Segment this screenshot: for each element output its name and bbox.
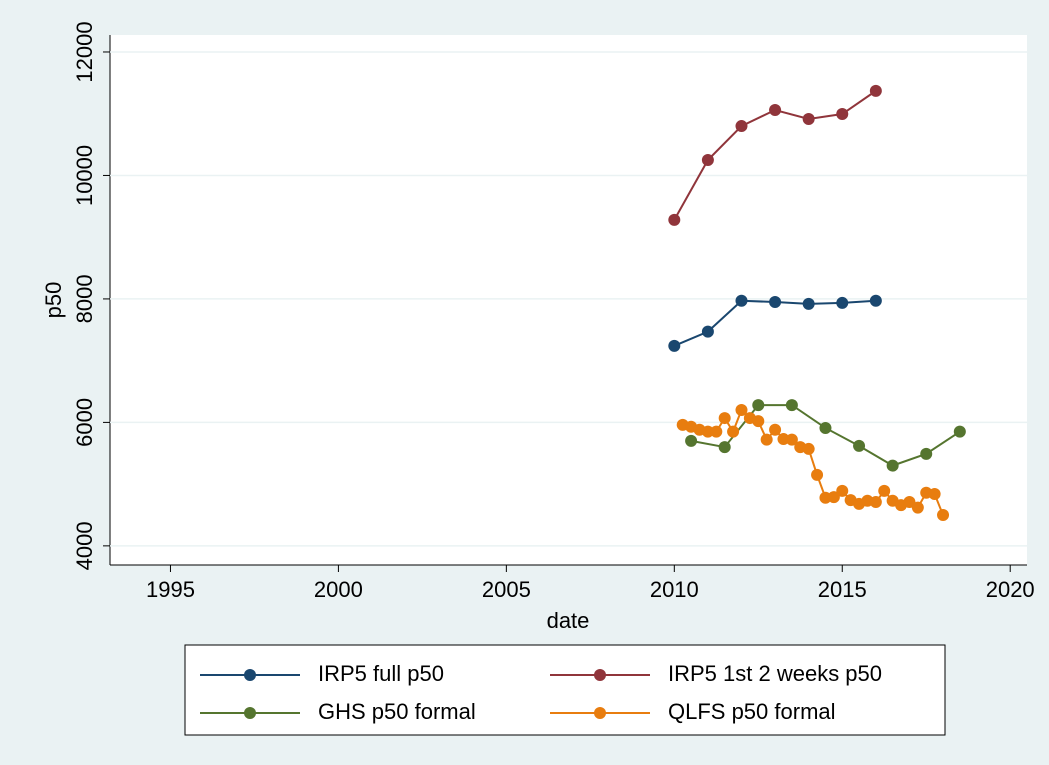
- plot-area: [110, 35, 1027, 565]
- marker: [836, 108, 849, 121]
- marker: [869, 294, 882, 307]
- y-axis-label: p50: [41, 282, 66, 319]
- marker: [668, 339, 681, 352]
- legend-box: [184, 644, 946, 736]
- marker: [701, 154, 714, 167]
- marker: [735, 404, 748, 417]
- x-tick-label: 2005: [482, 577, 531, 602]
- x-tick-label: 2020: [986, 577, 1035, 602]
- legend-marker: [594, 669, 606, 681]
- x-tick-label: 2015: [818, 577, 867, 602]
- marker: [953, 425, 966, 438]
- marker: [869, 496, 882, 509]
- marker: [878, 484, 891, 497]
- marker: [735, 120, 748, 133]
- marker: [853, 439, 866, 452]
- marker: [769, 104, 782, 117]
- marker: [785, 399, 798, 412]
- y-tick-label: 4000: [72, 521, 97, 570]
- marker: [911, 501, 924, 514]
- marker: [827, 491, 840, 504]
- legend-label: IRP5 1st 2 weeks p50: [668, 661, 882, 686]
- marker: [760, 433, 773, 446]
- marker: [802, 442, 815, 455]
- marker: [752, 415, 765, 428]
- marker: [802, 112, 815, 125]
- x-tick-label: 1995: [146, 577, 195, 602]
- legend-label: QLFS p50 formal: [668, 699, 836, 724]
- marker: [869, 84, 882, 97]
- marker: [701, 425, 714, 438]
- y-tick-label: 6000: [72, 398, 97, 447]
- x-tick-label: 2010: [650, 577, 699, 602]
- marker: [668, 213, 681, 226]
- marker: [836, 484, 849, 497]
- marker: [811, 468, 824, 481]
- marker: [920, 447, 933, 460]
- marker: [937, 508, 950, 521]
- legend-label: GHS p50 formal: [318, 699, 476, 724]
- x-axis-label: date: [547, 608, 590, 633]
- marker: [802, 297, 815, 310]
- marker: [886, 459, 899, 472]
- marker: [752, 399, 765, 412]
- y-tick-label: 10000: [72, 145, 97, 206]
- marker: [928, 488, 941, 501]
- legend-marker: [244, 707, 256, 719]
- marker: [710, 425, 723, 438]
- marker: [701, 325, 714, 338]
- marker: [769, 296, 782, 309]
- y-tick-label: 12000: [72, 21, 97, 82]
- legend-label: IRP5 full p50: [318, 661, 444, 686]
- marker: [836, 296, 849, 309]
- marker: [718, 441, 731, 454]
- legend-marker: [244, 669, 256, 681]
- marker: [718, 412, 731, 425]
- marker: [735, 294, 748, 307]
- marker: [819, 421, 832, 434]
- legend-marker: [594, 707, 606, 719]
- marker: [769, 423, 782, 436]
- marker: [785, 433, 798, 446]
- x-tick-label: 2000: [314, 577, 363, 602]
- marker: [685, 434, 698, 447]
- marker: [727, 425, 740, 438]
- y-tick-label: 8000: [72, 274, 97, 323]
